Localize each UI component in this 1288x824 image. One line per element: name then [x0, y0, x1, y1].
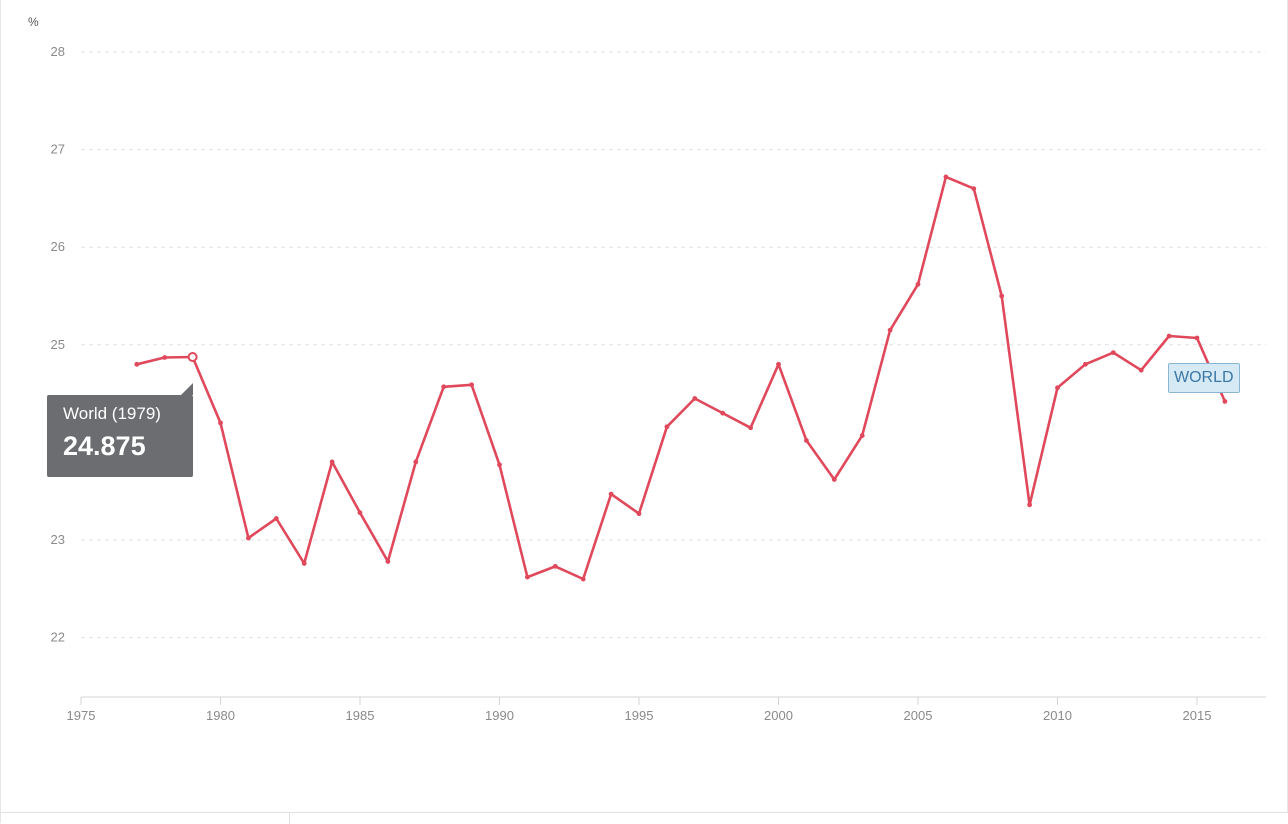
x-tick-label-2000: 2000 [764, 708, 793, 723]
data-point-2010 [1055, 385, 1060, 391]
data-point-2012 [1110, 350, 1116, 356]
x-tick-label-1990: 1990 [485, 708, 514, 723]
y-tick-label-25: 25 [51, 337, 65, 352]
data-point-1995 [636, 511, 642, 517]
data-point-2015 [1194, 335, 1200, 341]
data-point-1994 [608, 491, 614, 497]
data-point-1985 [357, 510, 363, 516]
bottom-bar [1, 812, 1288, 824]
data-point-2016 [1222, 399, 1228, 404]
x-tick-label-1975: 1975 [67, 708, 96, 723]
x-tick-label-1980: 1980 [206, 708, 235, 723]
y-tick-label-26: 26 [51, 239, 65, 254]
data-point-2004 [887, 327, 893, 333]
data-point-1982 [273, 516, 279, 521]
bottom-divider [289, 813, 290, 824]
data-point-2009 [1027, 502, 1032, 508]
data-point-1993 [580, 576, 586, 582]
data-point-1986 [385, 559, 391, 564]
data-point-1980 [218, 420, 223, 426]
data-point-1996 [664, 424, 670, 430]
data-point-1989 [469, 382, 474, 388]
x-tick-label-2010: 2010 [1043, 708, 1072, 723]
data-point-2011 [1083, 361, 1088, 367]
x-tick-label-1995: 1995 [625, 708, 654, 723]
tooltip-title: World (1979) [63, 404, 161, 423]
tooltip: World (1979) 24.875 [47, 383, 193, 477]
data-point-2013 [1138, 367, 1144, 373]
series-line-world [135, 175, 1227, 581]
data-point-1991 [525, 574, 530, 580]
y-tick-label-22: 22 [51, 630, 65, 645]
data-point-1984 [329, 459, 335, 465]
series-label-world[interactable]: WORLD [1168, 363, 1240, 393]
hovered-point-marker [187, 352, 198, 362]
data-point-1978 [162, 355, 168, 360]
data-point-1981 [246, 535, 251, 541]
data-point-1998 [720, 410, 726, 416]
data-point-2006 [943, 174, 949, 180]
x-tick-label-1985: 1985 [346, 708, 375, 723]
y-axis-unit-label: % [28, 15, 39, 29]
data-point-1983 [301, 561, 307, 566]
data-point-1999 [748, 425, 753, 431]
tooltip-value: 24.875 [63, 431, 146, 461]
data-point-1987 [413, 459, 419, 465]
data-point-2014 [1166, 333, 1172, 339]
data-point-1977 [134, 361, 140, 367]
y-tick-label-28: 28 [51, 44, 65, 59]
data-point-1990 [497, 462, 502, 468]
data-point-2002 [831, 477, 837, 482]
y-tick-label-23: 23 [51, 532, 65, 547]
data-point-2001 [804, 438, 809, 443]
data-point-2005 [915, 281, 921, 287]
data-point-1988 [441, 384, 447, 390]
data-point-1992 [552, 563, 558, 569]
data-point-2000 [776, 361, 781, 367]
data-point-1997 [692, 396, 698, 401]
y-tick-label-27: 27 [51, 142, 65, 157]
x-tick-label-2015: 2015 [1183, 708, 1212, 723]
data-point-2008 [999, 293, 1005, 299]
data-point-2003 [859, 433, 865, 438]
data-point-2007 [971, 186, 977, 192]
x-tick-label-2005: 2005 [904, 708, 933, 723]
